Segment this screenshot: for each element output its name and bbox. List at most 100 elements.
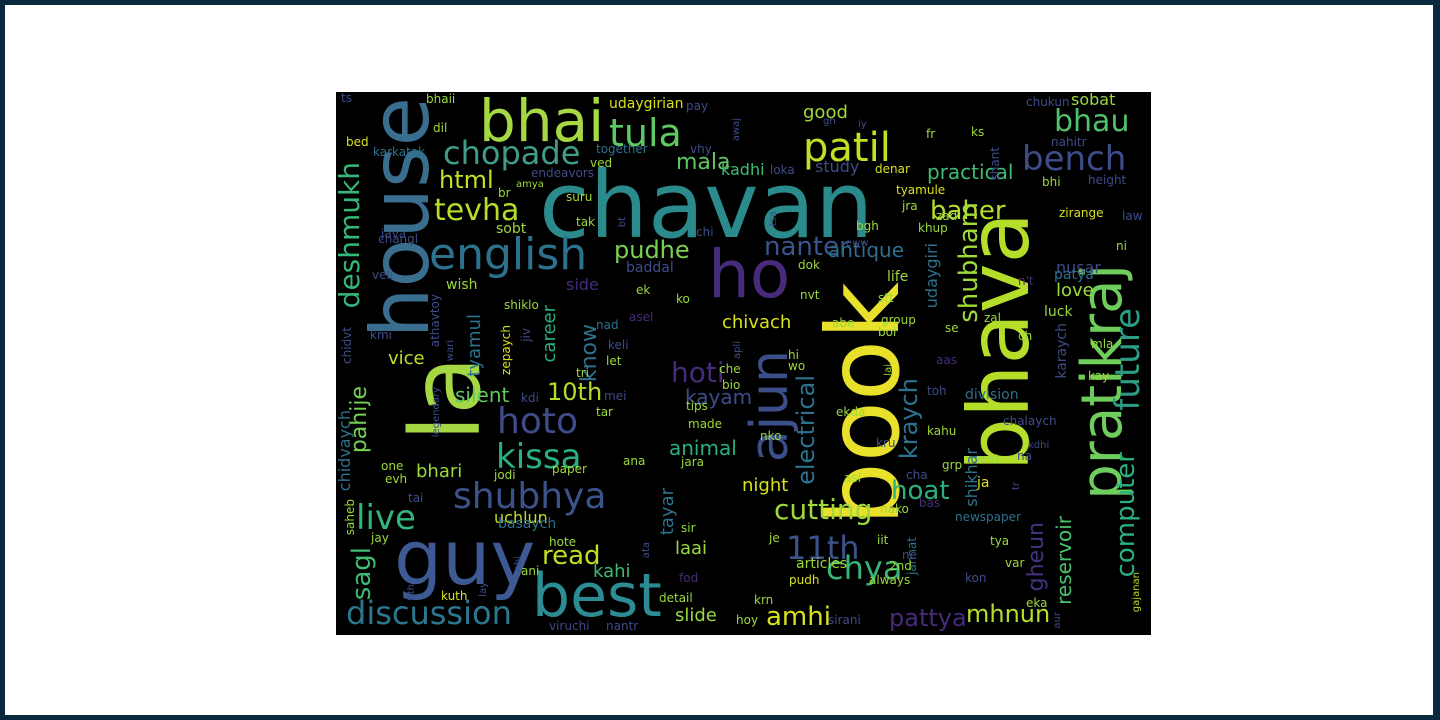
word-9th: 9th	[406, 584, 417, 601]
word-br: br	[498, 186, 511, 200]
word-let: let	[606, 354, 622, 368]
word-wo: wo	[788, 359, 806, 373]
word-udaygiri: udaygiri	[922, 243, 941, 309]
word-mla: mla	[1091, 337, 1114, 351]
word-tr: tr	[1011, 482, 1022, 491]
word-mala: mala	[676, 150, 731, 175]
word-patil: patil	[803, 125, 891, 171]
word-eww: eww	[846, 238, 869, 249]
word-mhnun: mhnun	[966, 600, 1051, 628]
word-khup: khup	[918, 221, 948, 235]
word-bt: bt	[617, 217, 628, 228]
word-asel: asel	[629, 310, 654, 324]
word-bio: bio	[722, 378, 741, 392]
word-amhi: amhi	[766, 602, 831, 632]
word-pudh: pudh	[789, 573, 820, 587]
word-uchlun: uchlun	[494, 508, 548, 527]
word-bhari: bhari	[416, 461, 463, 482]
word-pudhe: pudhe	[614, 236, 690, 264]
word-vice: vice	[388, 348, 425, 369]
word-sobat: sobat	[1071, 92, 1116, 109]
word-fr: fr	[926, 127, 936, 141]
word-zad: zad	[936, 209, 958, 223]
word-endeavors: endeavors	[531, 166, 594, 180]
word-jra: jra	[902, 199, 918, 213]
word-basaych: basaych	[498, 516, 557, 532]
word-11th: 11th	[786, 529, 860, 567]
figure-frame: chavan la house bhai guy best book ho bh…	[5, 5, 1433, 715]
word-je: je	[769, 531, 780, 545]
word-chi: chi	[696, 225, 714, 239]
word-articles: articles	[796, 556, 848, 572]
word-na: na	[1017, 449, 1032, 463]
word-viruchi: viruchi	[549, 619, 590, 633]
word-fod: fod	[679, 571, 699, 585]
word-night: night	[742, 475, 789, 496]
word-luck: luck	[1044, 304, 1073, 320]
word-zal: zal	[984, 311, 1001, 325]
word-tips: tips	[686, 399, 708, 413]
word-electrical: electrical	[792, 375, 820, 485]
word-always: always	[869, 573, 911, 587]
word-kuth: kuth	[441, 589, 468, 603]
word-hoto: hoto	[497, 401, 578, 442]
word-discussion: discussion	[346, 594, 512, 632]
word-practical: practical	[927, 160, 1014, 184]
word-reservoir: reservoir	[1052, 516, 1076, 605]
word-apli: apli	[732, 341, 743, 360]
word-love: love	[1056, 280, 1094, 301]
word-ani: ani	[521, 564, 540, 578]
word-bhi: bhi	[1042, 175, 1061, 189]
word-tar: tar	[596, 405, 613, 419]
word-ni: ni	[1116, 239, 1127, 253]
word-tsa: tsa	[768, 211, 779, 227]
word-english: english	[429, 229, 588, 280]
word-tri: tri	[576, 366, 589, 380]
word-tya: tya	[990, 534, 1010, 548]
word-sir: sir	[681, 521, 696, 535]
word-tayar: tayar	[657, 488, 678, 536]
word-sagl: sagl	[347, 547, 377, 601]
word-ved: ved	[590, 156, 613, 170]
word-sirani: sirani	[828, 613, 861, 627]
word-paper: paper	[552, 462, 587, 476]
word-study: study	[815, 157, 860, 176]
word-chidvt: chidvt	[340, 327, 354, 364]
word-aas: aas	[936, 353, 957, 367]
word-ho: ho	[708, 236, 791, 313]
word-jara: jara	[681, 455, 704, 469]
word-shubhya: shubhya	[453, 476, 607, 517]
word-nantr: nantr	[606, 619, 639, 633]
word-aur: aur	[1052, 612, 1063, 629]
word-one: one	[381, 459, 404, 473]
word-dok: dok	[798, 258, 820, 272]
word-pay: pay	[686, 99, 709, 113]
word-chya: chya	[826, 549, 903, 587]
word-animal: animal	[669, 436, 737, 460]
word-chidvaych: chidvaych	[336, 410, 354, 492]
word-kdhi: kdhi	[1028, 440, 1050, 451]
word-kissa: kissa	[496, 437, 582, 477]
word-shubham: shubham	[954, 202, 984, 323]
word-karaych: karaych	[1054, 323, 1070, 379]
word-bhai: bhai	[479, 92, 605, 155]
word-ne: ne	[902, 548, 917, 562]
word-wish: wish	[446, 277, 478, 293]
word-silent: silent	[455, 383, 510, 407]
word-udaygirian: udaygirian	[609, 96, 684, 112]
word-abe: abe	[832, 316, 855, 330]
word-slide: slide	[675, 605, 717, 626]
word-hoat: hoat	[891, 476, 950, 506]
word-shant: shant	[988, 147, 1002, 181]
word-gn: gn	[823, 116, 836, 127]
word-denar: denar	[875, 162, 910, 176]
word-computer: computer	[1111, 452, 1141, 578]
word-iit: iit	[877, 533, 889, 547]
word-antique: antique	[828, 238, 905, 262]
word-chavan: chavan	[539, 152, 874, 259]
word-jiv: jiv	[519, 328, 533, 342]
word-krn: krn	[754, 593, 774, 607]
word-iy: iy	[858, 119, 867, 130]
word-laai: laai	[675, 538, 708, 559]
word-kmi: kmi	[370, 328, 392, 342]
